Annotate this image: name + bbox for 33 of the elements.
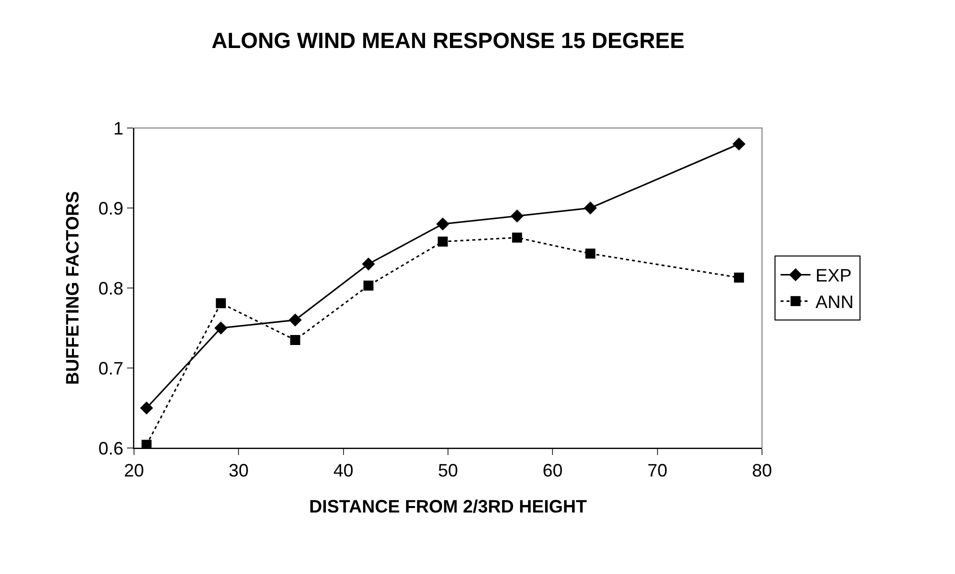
x-tick-label: 30	[228, 460, 249, 481]
chart-title: ALONG WIND MEAN RESPONSE 15 DEGREE	[211, 28, 685, 53]
point	[512, 232, 522, 243]
point	[362, 258, 375, 270]
x-axis-title: DISTANCE FROM 2/3RD HEIGHT	[309, 496, 587, 517]
y-tick-label: 0.7	[98, 358, 124, 378]
point	[584, 202, 597, 214]
point	[288, 314, 302, 326]
legend-label: EXP	[816, 266, 852, 286]
x-tick-label: 20	[124, 460, 144, 481]
y-tick-label: 0.9	[98, 198, 124, 218]
y-axis-title: BUFFETING FACTORS	[62, 191, 83, 385]
point	[510, 210, 524, 222]
point	[734, 272, 744, 283]
x-tick-label: 40	[333, 460, 354, 481]
point	[732, 138, 746, 150]
y-tick-label: 0.8	[98, 278, 124, 298]
x-tick-label: 60	[542, 460, 563, 481]
point	[363, 280, 374, 291]
point	[214, 322, 228, 334]
point	[436, 218, 450, 230]
y-tick-label: 1	[113, 118, 124, 138]
x-tick-label: 70	[647, 460, 668, 481]
y-tick-label: 0.6	[98, 438, 124, 458]
point	[438, 236, 448, 247]
point	[140, 402, 154, 414]
legend-label: ANN	[816, 292, 854, 312]
x-tick-label: 80	[752, 460, 772, 481]
point	[142, 440, 152, 448]
point	[216, 298, 226, 308]
point	[585, 248, 596, 259]
x-tick-label: 50	[438, 460, 458, 481]
point	[290, 335, 300, 345]
